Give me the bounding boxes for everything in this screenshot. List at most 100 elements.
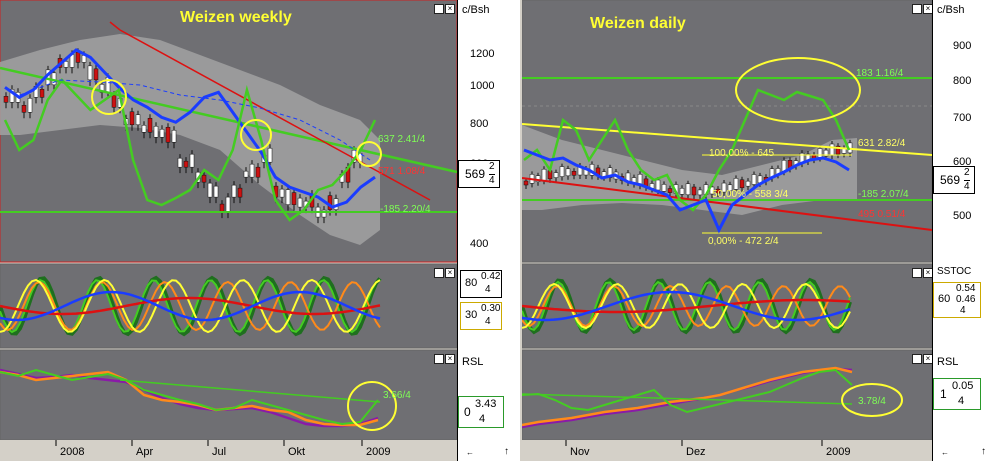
left-candle — [219, 203, 225, 213]
left-candle — [165, 126, 171, 143]
right-candle — [607, 167, 613, 179]
right-chart: Weizen daily 183 1.16/4 100,00% - 645 63… — [522, 0, 932, 461]
right-rsl-restore-button[interactable] — [912, 354, 922, 364]
right-label-495: 495 0.51/4 — [858, 209, 906, 220]
left-candle — [183, 160, 189, 168]
right-rsl-circle — [841, 383, 903, 417]
left-unit-label: c/Bsh — [462, 4, 490, 16]
right-rsl-den: 4 — [958, 395, 965, 407]
left-stoch2-int: 30 — [465, 309, 478, 321]
right-candle — [751, 174, 757, 185]
left-stoch2-num: 0.30 — [481, 303, 501, 314]
right-candle — [523, 180, 529, 186]
right-label-top: 183 1.16/4 — [856, 68, 904, 79]
left-rsl-restore-button[interactable] — [434, 354, 444, 364]
right-ytick-label: 700 — [953, 112, 972, 124]
right-xtick-label: Dez — [686, 446, 706, 458]
right-candle — [553, 172, 559, 178]
left-stoch-restore-button[interactable] — [434, 268, 444, 278]
right-stoch-line — [522, 290, 851, 322]
left-candle — [201, 174, 207, 183]
left-rsl-num: 3.43 — [475, 398, 497, 410]
right-candle — [541, 168, 547, 181]
right-stoch-int: 60 — [938, 293, 951, 305]
left-stoch-close-button[interactable]: × — [445, 268, 455, 278]
left-candle — [177, 157, 183, 168]
right-yaxis: c/Bsh 900 800 700 600 500 569 2 4 SSTOC 60 0… — [932, 0, 997, 461]
left-scroll-left-icon[interactable]: ← — [466, 448, 474, 457]
right-stoch-title: SSTOC — [937, 266, 972, 277]
left-candle — [279, 188, 285, 198]
left-candle — [3, 96, 9, 103]
right-stoch-line — [522, 280, 851, 332]
left-main-restore-button[interactable] — [434, 4, 444, 14]
left-xtick-label: Okt — [288, 446, 305, 458]
left-rsl-title: RSL — [462, 356, 484, 368]
left-candle — [135, 114, 141, 126]
left-stoch2-den: 4 — [485, 316, 491, 327]
left-stoch-line — [0, 290, 381, 322]
left-price-int: 569 — [465, 167, 486, 181]
right-price-int: 569 — [940, 173, 961, 187]
right-candle — [661, 184, 667, 192]
right-scroll-left-icon[interactable]: ← — [941, 448, 949, 457]
right-green-line — [523, 88, 851, 212]
left-candle — [93, 68, 99, 81]
right-candle — [571, 171, 577, 176]
left-stoch-line — [0, 278, 381, 334]
right-label-fib0: 0,00% - 472 2/4 — [708, 236, 779, 247]
left-xtick-label: Apr — [136, 446, 153, 458]
left-ytick-label: 800 — [470, 118, 489, 130]
right-yellow-trend — [522, 123, 932, 156]
right-main-restore-button[interactable] — [912, 4, 922, 14]
right-blue-line — [523, 148, 850, 234]
left-ytick-label: 1200 — [470, 48, 495, 60]
left-candle — [243, 170, 249, 178]
left-scroll-up-icon[interactable]: ↑ — [504, 446, 509, 457]
left-price-box: 569 2 4 — [458, 160, 500, 188]
right-ytick-label: 500 — [953, 210, 972, 222]
left-candle — [27, 98, 33, 113]
left-ytick-label: 400 — [470, 238, 489, 250]
left-candle — [63, 61, 69, 68]
right-stoch-price-box: 60 0.54 0.46 4 — [933, 282, 981, 318]
left-xtick-label: 2009 — [366, 446, 390, 458]
right-candle — [685, 183, 691, 196]
left-label-637: 637 2.41/4 — [378, 134, 426, 145]
left-title: Weizen weekly — [180, 9, 292, 26]
left-main-close-button[interactable]: × — [445, 4, 455, 14]
left-red-top — [109, 21, 121, 31]
left-circle-3 — [356, 141, 382, 167]
right-candle — [679, 188, 685, 195]
left-rsl-close-button[interactable]: × — [445, 354, 455, 364]
left-candle — [21, 105, 27, 113]
left-stoch-den: 4 — [485, 284, 491, 295]
left-price-num: 2 — [489, 161, 495, 172]
right-candle — [823, 149, 829, 157]
right-ytick-label: 600 — [953, 156, 972, 168]
left-blue-dashed — [19, 79, 371, 161]
left-chart-svg: Weizen weekly 637 2.41/4 571 1.08/4 -185… — [0, 0, 462, 461]
right-rsl-title: RSL — [937, 356, 959, 368]
right-candle — [565, 168, 571, 177]
left-candle — [255, 166, 261, 178]
right-bollinger-band — [522, 125, 857, 215]
right-red-trend — [522, 177, 932, 231]
left-stoch-line — [0, 296, 381, 316]
left-chart: Weizen weekly 637 2.41/4 571 1.08/4 -185… — [0, 0, 462, 461]
right-candle — [721, 182, 727, 193]
right-stoch-den: 4 — [960, 305, 966, 316]
right-xtick-label: Nov — [570, 446, 590, 458]
right-rsl-price-box: 1 0.05 4 — [933, 378, 981, 410]
left-stoch-lines — [0, 275, 382, 337]
right-candle — [739, 179, 745, 189]
left-rsl-label: 3.66/4 — [383, 390, 411, 401]
right-ytick-label: 800 — [953, 75, 972, 87]
right-scroll-up-icon[interactable]: ↑ — [981, 446, 986, 457]
right-stoch-num: 0.54 — [956, 283, 976, 294]
right-candle — [709, 186, 715, 195]
right-rsl-plot — [522, 349, 932, 441]
left-candle — [213, 185, 219, 198]
right-price-num: 2 — [964, 167, 970, 178]
right-stoch-restore-button[interactable] — [912, 268, 922, 278]
